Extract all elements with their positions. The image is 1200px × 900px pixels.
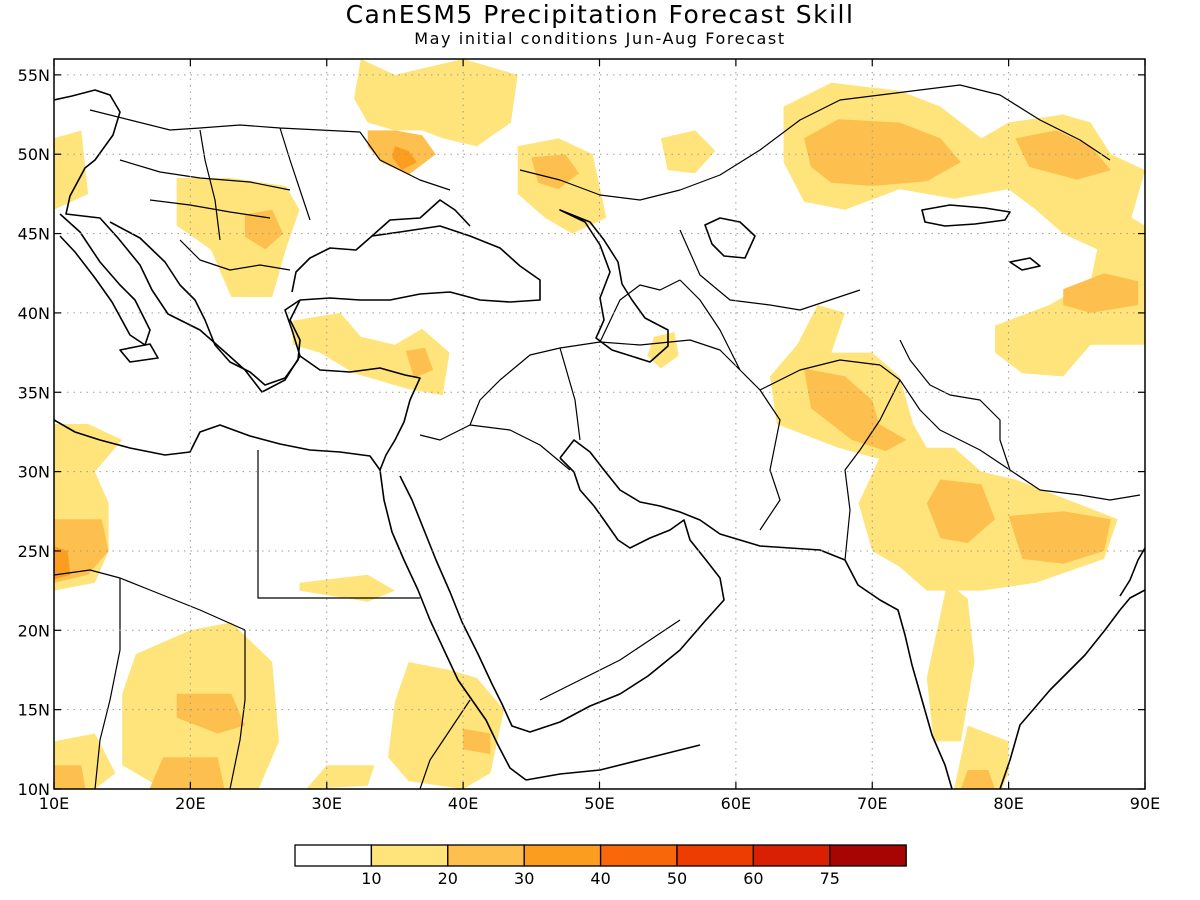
coastline-crimea	[371, 199, 471, 237]
skill-region-30	[804, 119, 961, 186]
lon-tick-label: 40E	[448, 794, 478, 813]
skill-region-28	[960, 770, 995, 789]
skill-region-32	[1063, 273, 1139, 313]
lat-tick-label: 20N	[18, 621, 50, 640]
legend-label: 75	[820, 869, 840, 888]
legend-swatch-3	[523, 844, 602, 867]
skill-region-8	[292, 312, 450, 396]
legend-label: 60	[743, 869, 763, 888]
axis-ticks-layer	[53, 59, 1146, 790]
skill-region-26	[926, 582, 975, 742]
coastline-arabia	[399, 457, 725, 733]
skill-region-19	[463, 728, 491, 755]
axis-tick-labels-layer: 10E 20E 30E 40E 50E 60E 70E 80E 90E 10N 15N 20N 25N 3…	[18, 66, 1161, 813]
lat-tick-label: 55N	[18, 66, 50, 85]
skill-region-20	[306, 765, 375, 789]
lon-tick-label: 60E	[721, 794, 751, 813]
border-lines-africa	[54, 450, 681, 789]
skill-region-18	[388, 662, 504, 789]
legend-swatch-1	[370, 844, 449, 867]
lon-tick-label: 90E	[1130, 794, 1160, 813]
lon-tick-label: 50E	[584, 794, 614, 813]
legend-label: 10	[361, 869, 381, 888]
country-borders-layer	[54, 84, 1141, 789]
lat-tick-label: 25N	[18, 542, 50, 561]
map-title: CanESM5 Precipitation Forecast Skill	[345, 0, 855, 29]
lon-tick-label: 70E	[857, 794, 887, 813]
legend-swatch-5	[676, 844, 755, 867]
lat-tick-label: 45N	[18, 225, 50, 244]
coastline-india-west	[844, 559, 953, 789]
coastline-europe	[54, 89, 301, 393]
skill-region-9	[405, 347, 434, 378]
skill-region-31	[1015, 130, 1111, 180]
legend-swatch-4	[599, 844, 678, 867]
skill-region-15	[149, 757, 225, 789]
lon-tick-label: 80E	[993, 794, 1023, 813]
lat-tick-label: 35N	[18, 383, 50, 402]
skill-region-21	[299, 574, 395, 602]
graticule-layer	[54, 59, 1145, 789]
lon-tick-label: 10E	[39, 794, 69, 813]
coastline-issyk-kul	[1009, 257, 1041, 271]
lon-tick-label: 30E	[312, 794, 342, 813]
map-subtitle: May initial conditions Jun-Aug Forecast	[414, 29, 786, 48]
coastline-balkhash	[921, 204, 1011, 227]
coastline-persian-gulf	[559, 439, 846, 561]
skill-region-33	[660, 130, 716, 174]
legend-swatch-0	[294, 844, 373, 867]
skill-shading-layer	[54, 59, 1145, 789]
skill-region-5	[54, 130, 89, 210]
coastline-north-africa	[54, 419, 381, 471]
coastline-anatolia-levant	[299, 355, 421, 471]
skill-region-25	[1008, 511, 1111, 564]
legend-label: 30	[514, 869, 534, 888]
legend-swatch-7	[829, 844, 907, 867]
coastline-italy	[59, 213, 151, 346]
lat-tick-label: 40N	[18, 304, 50, 323]
border-lines-russia-kazakh	[519, 84, 1111, 311]
skill-region-2	[392, 146, 417, 171]
coastline-layer	[54, 89, 1145, 789]
coastline-bengal	[1119, 547, 1145, 597]
skill-region-0	[354, 59, 518, 147]
coastline-horn-africa	[525, 744, 701, 781]
lat-tick-label: 50N	[18, 145, 50, 164]
coastline-red-sea-west	[379, 469, 527, 781]
legend-swatch-2	[447, 844, 525, 867]
lat-tick-label: 30N	[18, 463, 50, 482]
legend-swatch-6	[752, 844, 831, 867]
color-scale-legend: 10 20 30 40 50 60 75	[294, 844, 907, 888]
skill-region-17	[54, 765, 86, 789]
legend-label: 20	[438, 869, 458, 888]
skill-region-12	[54, 546, 71, 580]
coastline-balkans	[109, 221, 301, 386]
coastline-sicily	[119, 343, 159, 363]
legend-label: 40	[590, 869, 610, 888]
border-lines-middle-east	[419, 279, 881, 531]
skill-region-23	[804, 368, 907, 451]
legend-label: 50	[667, 869, 687, 888]
border-lines-europe	[89, 109, 451, 271]
coastline-india-east	[999, 589, 1145, 789]
lon-tick-label: 20E	[175, 794, 205, 813]
lat-tick-label: 10N	[18, 780, 50, 799]
skill-region-24	[926, 479, 995, 543]
skill-region-14	[176, 693, 245, 734]
coastline-aral	[704, 217, 756, 259]
skill-region-4	[531, 154, 579, 190]
coastline-black-sea	[291, 225, 541, 303]
skill-region-7	[244, 209, 284, 250]
border-lines-south-asia	[844, 339, 1141, 561]
coastline-caspian	[559, 209, 669, 363]
lat-tick-label: 15N	[18, 701, 50, 720]
